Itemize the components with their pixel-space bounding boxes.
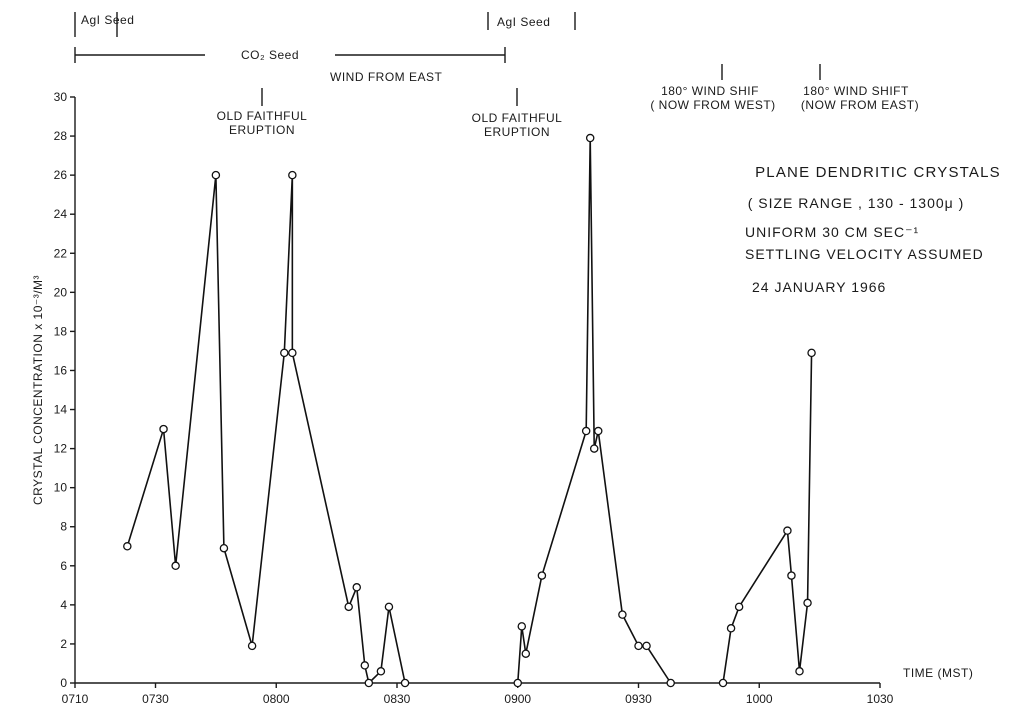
data-point — [288, 348, 297, 358]
data-point — [364, 678, 374, 688]
subtitle-uniform: UNIFORM 30 CM SEC⁻¹ — [745, 224, 919, 240]
y-tick-label: 26 — [54, 168, 68, 182]
data-point — [803, 598, 812, 608]
wind-shift-2-line2: (NOW FROM EAST) — [801, 98, 919, 112]
data-point — [344, 602, 353, 612]
old-faithful-2-line1: OLD FAITHFUL — [472, 111, 563, 125]
wind-shift-1-line2: ( NOW FROM WEST) — [650, 98, 775, 112]
y-tick-label: 12 — [54, 442, 68, 456]
data-point — [384, 602, 394, 612]
x-tick-label: 0800 — [263, 692, 290, 706]
co2-seed-label: CO₂ Seed — [241, 48, 299, 62]
data-point — [171, 561, 180, 571]
y-tick-label: 28 — [54, 129, 68, 143]
y-tick-label: 20 — [54, 285, 68, 299]
y-axis-label: CRYSTAL CONCENTRATION x 10⁻³/M³ — [31, 275, 45, 505]
subtitle-size-range: ( SIZE RANGE , 130 - 1300μ ) — [748, 195, 965, 211]
x-axis-label: TIME (MST) — [903, 666, 973, 680]
data-point — [618, 610, 627, 619]
data-point — [513, 678, 523, 688]
agi-seed-2-label: AgI Seed — [497, 15, 550, 29]
data-point — [123, 542, 132, 551]
y-tick-label: 8 — [60, 520, 67, 534]
data-point — [360, 661, 370, 670]
y-tick-label: 24 — [54, 207, 68, 221]
old-faithful-1-line1: OLD FAITHFUL — [217, 109, 308, 123]
y-tick-label: 10 — [54, 481, 68, 495]
data-points — [123, 133, 816, 688]
data-point — [787, 571, 796, 580]
data-point — [376, 667, 386, 676]
data-point — [589, 444, 599, 453]
y-tick-label: 30 — [54, 90, 68, 104]
y-tick-label: 14 — [54, 403, 68, 417]
data-point — [517, 622, 527, 631]
data-point — [734, 602, 744, 612]
data-point — [247, 641, 257, 651]
x-tick-label: 0900 — [504, 692, 531, 706]
data-point — [666, 678, 675, 688]
y-tick-label: 16 — [54, 363, 68, 377]
old-faithful-2-line2: ERUPTION — [484, 125, 550, 139]
y-tick-label: 0 — [60, 676, 67, 690]
wind-shift-1-line1: 180° WIND SHIF — [661, 84, 759, 98]
x-tick-label: 0730 — [142, 692, 169, 706]
y-tick-label: 6 — [60, 559, 67, 573]
data-point — [280, 348, 289, 358]
chart-title: PLANE DENDRITIC CRYSTALS — [755, 164, 1001, 181]
data-point — [219, 543, 229, 553]
old-faithful-1-line2: ERUPTION — [229, 123, 295, 137]
data-point — [521, 649, 531, 658]
data-point — [594, 426, 603, 436]
annotations: AgI Seed CO₂ Seed AgI Seed WIND FROM EAS… — [74, 12, 919, 139]
data-point — [634, 641, 643, 651]
subtitle-settling: SETTLING VELOCITY ASSUMED — [745, 246, 984, 262]
y-tick-label: 4 — [60, 598, 67, 612]
data-point — [795, 667, 804, 676]
wind-from-east-label: WIND FROM EAST — [330, 70, 442, 84]
wind-shift-2-line1: 180° WIND SHIFT — [803, 84, 909, 98]
series-segment-2 — [516, 138, 672, 684]
data-point — [400, 678, 410, 688]
data-point — [585, 133, 595, 143]
data-point — [581, 426, 591, 436]
data-point — [537, 571, 547, 580]
x-tick-label: 1030 — [867, 692, 894, 706]
y-tick-label: 22 — [54, 246, 68, 260]
data-point — [783, 526, 792, 535]
data-point — [211, 170, 221, 180]
subtitle-date: 24 JANUARY 1966 — [752, 279, 886, 295]
data-point — [352, 583, 361, 592]
x-tick-label: 1000 — [746, 692, 773, 706]
x-tick-label: 0710 — [62, 692, 89, 706]
x-tick-label: 0930 — [625, 692, 652, 706]
y-tick-label: 2 — [60, 637, 67, 651]
data-point — [718, 678, 728, 688]
data-point — [642, 641, 651, 651]
agi-seed-1-label: AgI Seed — [81, 13, 134, 27]
series-segment-1 — [126, 175, 406, 685]
series-segment-3 — [722, 352, 813, 684]
ticks — [70, 96, 881, 688]
data-point — [726, 624, 736, 633]
series-lines — [126, 138, 813, 685]
y-tick-label: 18 — [54, 324, 68, 338]
x-tick-label: 0830 — [384, 692, 411, 706]
data-point — [159, 424, 168, 434]
data-point — [807, 348, 816, 358]
info-block: PLANE DENDRITIC CRYSTALS ( SIZE RANGE , … — [745, 164, 1001, 295]
data-point — [288, 170, 297, 180]
